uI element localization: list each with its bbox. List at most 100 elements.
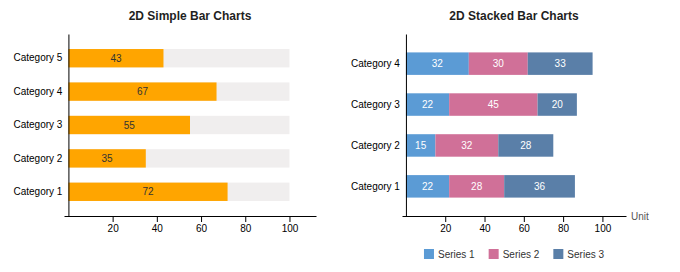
background-bar — [68, 82, 289, 100]
x-axis-label: Unit — [631, 211, 649, 222]
panel: 723555674320406080100Category 1Category … — [13, 9, 316, 234]
x-tick-mark — [157, 216, 158, 222]
x-axis-line — [403, 216, 627, 217]
y-tick: Category 1 — [351, 181, 400, 192]
bar — [449, 175, 504, 197]
x-tick-mark — [289, 216, 290, 222]
data-label: 22 — [422, 181, 434, 192]
x-tick-mark — [563, 216, 564, 222]
x-tick-mark — [485, 216, 486, 222]
y-tick-label: Category 4 — [351, 58, 400, 69]
y-axis: Category 1 Category 2 Category 3 Category 4 — [351, 35, 406, 217]
chart-root: 723555674320406080100Category 1Category … — [0, 0, 680, 272]
y-tick-label: Category 3 — [13, 119, 62, 130]
y-tick-label: Category 5 — [13, 52, 62, 63]
data-label: 35 — [102, 153, 114, 164]
data-label: 36 — [534, 181, 546, 192]
data-label: 33 — [555, 58, 567, 69]
bar — [504, 175, 575, 197]
background-bar — [68, 183, 289, 201]
x-tick: 20 — [440, 216, 452, 234]
y-tick-label: Category 2 — [351, 140, 400, 151]
marks — [406, 52, 593, 197]
x-tick-label: 20 — [108, 223, 120, 234]
bar — [449, 93, 537, 115]
bar — [68, 82, 216, 100]
y-tick-label: Category 1 — [351, 181, 400, 192]
x-tick: 20 — [108, 216, 120, 234]
title: 2D Simple Bar Charts — [129, 9, 252, 23]
y-tick: Category 2 — [351, 140, 400, 151]
data-label: 67 — [137, 86, 149, 97]
y-tick-label: Category 1 — [13, 186, 62, 197]
bar — [68, 116, 190, 134]
bar — [435, 134, 498, 156]
x-tick: 80 — [240, 216, 252, 234]
x-tick: 60 — [196, 216, 208, 234]
bar — [528, 52, 593, 74]
x-axis: 20 40 60 80 100 — [403, 216, 627, 234]
y-tick: Category 4 — [13, 86, 62, 97]
y-tick-label: Category 4 — [13, 86, 62, 97]
bar — [498, 134, 553, 156]
x-tick-label: 100 — [595, 223, 612, 234]
y-tick: Category 3 — [13, 119, 62, 130]
data-label: 15 — [415, 140, 427, 151]
legend-item: Series 3 — [553, 249, 604, 260]
x-tick-label: 80 — [558, 223, 570, 234]
background-bar — [68, 116, 289, 134]
legend-swatch — [553, 249, 563, 259]
legend-label: Series 1 — [438, 249, 475, 260]
x-tick-label: 20 — [440, 223, 452, 234]
y-tick: Category 3 — [351, 99, 400, 110]
marks — [68, 49, 289, 201]
x-tick-mark — [113, 216, 114, 222]
y-tick: Category 5 — [13, 52, 62, 63]
x-tick: 100 — [595, 216, 612, 234]
legend: Series 1 Series 2 Series 3 — [424, 249, 604, 260]
background-bar — [68, 49, 289, 67]
data-label: 32 — [461, 140, 473, 151]
data-labels: 22 15 22 32 28 32 45 30 36 28 20 33 — [415, 58, 566, 192]
x-tick-label: 60 — [519, 223, 531, 234]
data-label: 30 — [493, 58, 505, 69]
bar — [406, 52, 469, 74]
bar — [68, 149, 145, 167]
x-tick-mark — [245, 216, 246, 222]
bar — [406, 93, 449, 115]
x-tick-label: 40 — [479, 223, 491, 234]
x-tick: 40 — [479, 216, 491, 234]
x-tick-label: 40 — [152, 223, 164, 234]
y-axis-line — [406, 35, 407, 217]
x-tick: 80 — [558, 216, 570, 234]
data-label: 43 — [110, 53, 122, 64]
legend-swatch — [489, 249, 499, 259]
legend-label: Series 3 — [567, 249, 604, 260]
x-tick-label: 100 — [282, 223, 299, 234]
x-tick: 40 — [152, 216, 164, 234]
legend-item: Series 2 — [489, 249, 540, 260]
panel: 22 15 22 32 28 32 45 30 36 28 20 33 20 40 60 80 100 Categ… — [351, 9, 649, 260]
bar — [406, 134, 435, 156]
y-axis: Category 1 Category 2 Category 3 Category 4… — [13, 35, 68, 217]
x-tick-mark — [201, 216, 202, 222]
bar — [538, 93, 577, 115]
y-tick: Category 2 — [13, 153, 62, 164]
x-tick-mark — [445, 216, 446, 222]
data-label: 28 — [471, 181, 483, 192]
x-tick: 100 — [282, 216, 299, 234]
y-axis-line — [68, 35, 69, 217]
data-label: 20 — [552, 99, 564, 110]
bar — [469, 52, 528, 74]
y-tick: Category 4 — [351, 58, 400, 69]
data-label: 45 — [488, 99, 500, 110]
data-label: 32 — [432, 58, 444, 69]
x-axis-line — [65, 216, 317, 217]
title: 2D Stacked Bar Charts — [449, 9, 579, 23]
data-label: 22 — [422, 99, 434, 110]
x-tick-label: 60 — [196, 223, 208, 234]
legend-label: Series 2 — [503, 249, 540, 260]
x-axis: 20 40 60 80 100 — [65, 216, 317, 234]
data-label: 28 — [520, 140, 532, 151]
bar — [68, 183, 227, 201]
